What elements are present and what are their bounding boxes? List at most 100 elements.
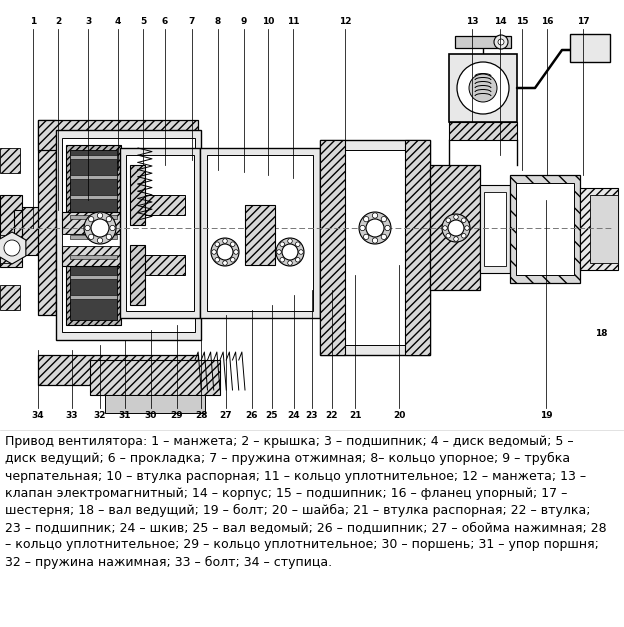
Circle shape	[465, 226, 469, 230]
Circle shape	[381, 216, 386, 222]
Text: 21: 21	[349, 411, 361, 419]
Bar	[480, 185, 510, 273]
Text: 10: 10	[262, 18, 274, 26]
Circle shape	[223, 261, 227, 265]
Bar	[70, 275, 117, 279]
Bar	[130, 245, 145, 305]
Bar	[430, 165, 480, 290]
Text: 4: 4	[115, 18, 121, 26]
Bar	[510, 175, 580, 283]
Circle shape	[280, 242, 285, 246]
Circle shape	[446, 233, 451, 238]
Circle shape	[494, 35, 508, 49]
Text: 33: 33	[66, 411, 78, 419]
Text: 27: 27	[220, 411, 232, 419]
Bar	[22, 207, 40, 255]
Circle shape	[106, 234, 112, 240]
Circle shape	[288, 261, 292, 265]
Bar	[484, 192, 506, 266]
Circle shape	[215, 258, 220, 262]
Circle shape	[276, 238, 304, 266]
Bar	[0, 148, 20, 173]
Circle shape	[97, 238, 103, 243]
Circle shape	[296, 242, 300, 246]
Circle shape	[296, 258, 300, 262]
Circle shape	[373, 213, 378, 218]
Bar	[62, 244, 357, 266]
Bar	[327, 150, 423, 345]
Text: 23: 23	[306, 411, 318, 419]
Text: 11: 11	[287, 18, 300, 26]
Circle shape	[230, 242, 235, 246]
Circle shape	[106, 216, 112, 222]
Circle shape	[366, 219, 384, 237]
Bar	[70, 255, 117, 259]
Circle shape	[89, 234, 94, 240]
Circle shape	[364, 216, 369, 222]
Text: 34: 34	[32, 411, 44, 419]
Bar	[405, 140, 430, 355]
Text: 20: 20	[393, 411, 405, 419]
Bar	[70, 195, 117, 199]
Bar	[130, 165, 145, 225]
Bar	[0, 195, 22, 267]
Circle shape	[446, 218, 451, 223]
Circle shape	[223, 239, 227, 243]
Bar	[70, 295, 117, 299]
Circle shape	[215, 242, 220, 246]
Bar	[516, 183, 574, 275]
Bar	[455, 36, 511, 48]
Circle shape	[442, 226, 447, 230]
Text: 19: 19	[540, 411, 552, 419]
Circle shape	[97, 213, 103, 218]
Bar	[105, 395, 205, 413]
Circle shape	[4, 240, 20, 256]
Bar	[120, 148, 200, 318]
Circle shape	[282, 244, 298, 260]
Bar	[70, 235, 117, 239]
Bar	[126, 155, 194, 311]
Bar	[200, 148, 320, 318]
Text: 9: 9	[241, 18, 247, 26]
Bar	[38, 120, 198, 150]
Bar	[70, 150, 117, 320]
Circle shape	[89, 216, 94, 222]
Text: 3: 3	[85, 18, 91, 26]
Circle shape	[276, 250, 281, 255]
Text: 5: 5	[140, 18, 146, 26]
Text: 8: 8	[215, 18, 221, 26]
Circle shape	[462, 233, 466, 238]
Bar	[70, 175, 117, 179]
Text: 2: 2	[55, 18, 61, 26]
Circle shape	[230, 258, 235, 262]
Text: 26: 26	[246, 411, 258, 419]
Bar	[449, 122, 517, 140]
Bar	[449, 54, 517, 122]
Circle shape	[498, 39, 504, 45]
Text: 16: 16	[541, 18, 553, 26]
Text: 32: 32	[94, 411, 106, 419]
Bar	[245, 205, 275, 265]
Circle shape	[110, 225, 115, 231]
Bar	[0, 0, 624, 430]
Text: 30: 30	[145, 411, 157, 419]
Circle shape	[360, 225, 365, 231]
Text: 31: 31	[119, 411, 131, 419]
Bar	[0, 235, 10, 263]
Circle shape	[217, 244, 233, 260]
Text: 13: 13	[466, 18, 478, 26]
Bar	[56, 130, 201, 340]
Circle shape	[84, 212, 116, 244]
Circle shape	[442, 214, 470, 242]
Bar	[62, 212, 357, 234]
Text: 15: 15	[516, 18, 529, 26]
Circle shape	[448, 220, 464, 236]
Bar	[140, 195, 185, 215]
Text: 29: 29	[171, 411, 183, 419]
Text: 22: 22	[326, 411, 338, 419]
Bar	[38, 355, 198, 385]
Bar	[320, 140, 430, 355]
Bar	[70, 215, 117, 219]
Bar	[140, 255, 185, 275]
Circle shape	[211, 238, 239, 266]
